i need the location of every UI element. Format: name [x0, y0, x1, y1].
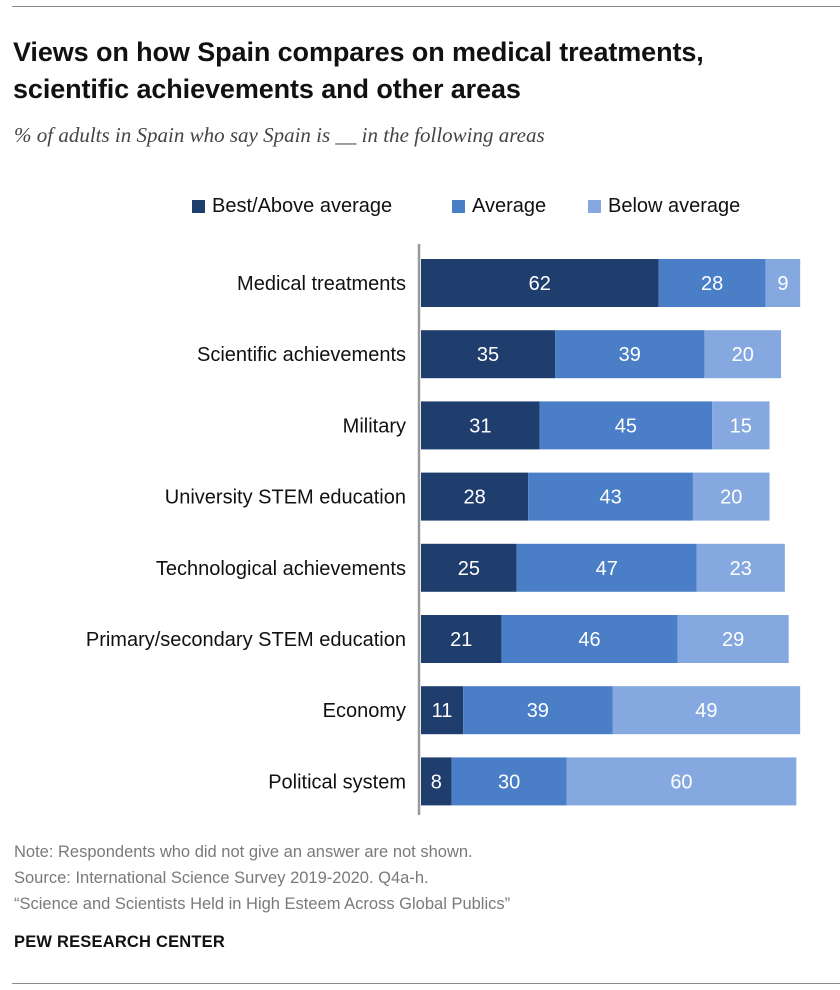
data-label-average: 47: [596, 558, 618, 580]
bar-segment-below: [692, 472, 770, 521]
bar-segment-below: [677, 615, 789, 663]
data-label-best: 35: [477, 344, 499, 366]
category-label: University STEM education: [165, 487, 406, 509]
bar-segment-average: [528, 472, 693, 521]
chart-subtitle: % of adults in Spain who say Spain is __…: [14, 123, 545, 147]
note-text: Note: Respondents who did not give an an…: [14, 843, 473, 861]
bar-segment-best: [421, 259, 659, 307]
data-label-best: 25: [458, 558, 480, 580]
data-label-average: 28: [701, 273, 723, 295]
data-label-below: 20: [732, 344, 754, 366]
data-label-average: 39: [527, 700, 549, 722]
data-label-average: 39: [619, 344, 641, 366]
legend-swatch-average: [452, 199, 465, 213]
bar-segment-below: [612, 686, 801, 735]
data-label-best: 21: [450, 629, 472, 651]
bar-segment-below: [712, 401, 770, 450]
data-label-below: 9: [777, 273, 788, 295]
bar-segment-average: [451, 757, 567, 806]
legend-item-best: Best/Above average: [192, 194, 392, 218]
bar-segment-below: [765, 259, 801, 307]
bar-segment-best: [421, 472, 529, 521]
data-label-below: 60: [670, 771, 692, 793]
bar-segment-average: [539, 401, 713, 450]
top-rule: [12, 6, 840, 7]
legend-item-average: Average: [452, 194, 546, 218]
stacked-bar-chart: Medical treatments 62 28 9 Scientific achiev…: [86, 244, 801, 815]
bar-segment-best: [421, 686, 464, 735]
legend-label-below: Below average: [608, 194, 741, 217]
data-label-best: 8: [431, 771, 442, 793]
legend-label-average: Average: [472, 194, 547, 217]
bar-segment-below: [566, 757, 797, 806]
category-label: Economy: [323, 700, 406, 722]
source-text: Source: International Science Survey 201…: [14, 869, 429, 887]
bar-segment-below: [704, 330, 782, 379]
bar-segment-best: [421, 757, 452, 806]
bottom-rule: [12, 983, 840, 984]
bar-segment-average: [516, 543, 697, 592]
bar-segment-best: [421, 401, 540, 450]
legend-label-best: Best/Above average: [212, 194, 393, 217]
bar-segment-average: [463, 686, 613, 735]
data-label-below: 49: [695, 700, 717, 722]
data-label-best: 31: [469, 415, 491, 437]
bar-segment-best: [421, 330, 556, 379]
category-label: Military: [343, 415, 406, 437]
report-title-text: “Science and Scientists Held in High Est…: [14, 895, 511, 913]
data-label-average: 43: [599, 487, 621, 509]
data-label-average: 45: [615, 415, 637, 437]
data-label-below: 20: [720, 487, 742, 509]
data-label-best: 11: [432, 700, 453, 722]
category-label: Scientific achievements: [197, 344, 406, 366]
legend-item-below: Below average: [588, 194, 740, 218]
category-label: Primary/secondary STEM education: [86, 629, 406, 651]
pew-brand: PEW RESEARCH CENTER: [14, 933, 225, 951]
data-label-best: 62: [529, 273, 551, 295]
bar-segment-average: [555, 330, 705, 379]
data-label-average: 46: [578, 629, 600, 651]
data-label-below: 29: [722, 629, 744, 651]
data-label-average: 30: [498, 771, 520, 793]
bar-segment-best: [421, 615, 502, 663]
data-label-best: 28: [463, 487, 485, 509]
chart-title: Views on how Spain compares on medical t…: [13, 37, 704, 104]
data-label-below: 15: [730, 415, 752, 437]
legend-swatch-best: [192, 199, 205, 213]
category-label: Political system: [268, 771, 406, 793]
category-label: Technological achievements: [156, 558, 406, 580]
bar-segment-average: [501, 615, 678, 663]
bar-segment-average: [658, 259, 766, 307]
bar-segment-below: [696, 543, 785, 592]
category-label: Medical treatments: [237, 273, 406, 295]
bar-segment-best: [421, 543, 517, 592]
legend-swatch-below: [588, 199, 601, 213]
data-label-below: 23: [730, 558, 752, 580]
